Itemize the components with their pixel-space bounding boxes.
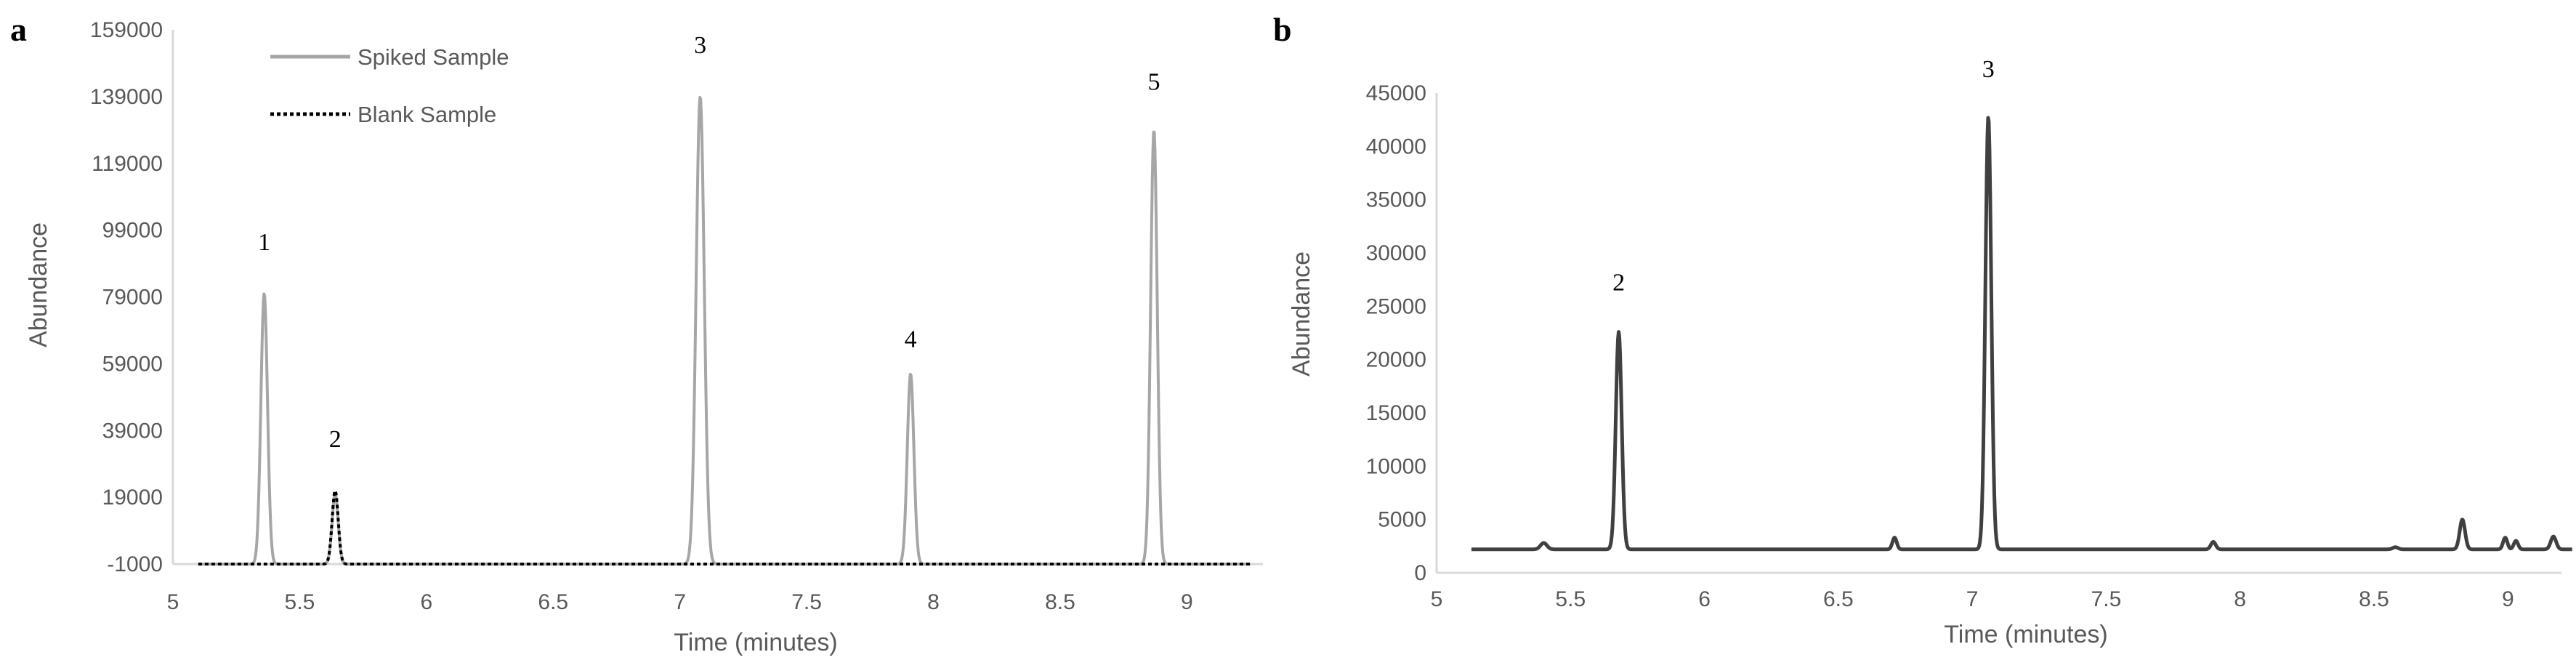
y-tick-label: 25000 (1366, 294, 1426, 318)
y-tick-label: 159000 (90, 18, 163, 42)
x-tick-label: 5.5 (285, 590, 315, 614)
series-line-blank-sample (197, 489, 1251, 566)
panel-b-y-tick-labels: 0 5000 10000 15000 20000 25000 30000 35000 40000… (1366, 81, 1426, 585)
y-tick-label: 0 (1414, 561, 1426, 585)
panel-b: b Abundance Time (minutes) 0 5000 10000 150… (1273, 11, 2574, 648)
panel-a-legend: Spiked Sample Blank Sample (270, 44, 509, 127)
y-tick-label: 59000 (102, 352, 163, 376)
x-tick-label: 6 (1698, 587, 1711, 611)
panel-b-axes (1435, 93, 2561, 574)
series-line-trace (1470, 116, 2574, 552)
panel-a-peak-labels: 1 2 3 4 5 (258, 32, 1160, 453)
x-tick-label: 8 (927, 590, 940, 614)
x-tick-label: 6.5 (1823, 587, 1854, 611)
x-tick-label: 7.5 (2091, 587, 2122, 611)
x-tick-label: 7.5 (791, 590, 822, 614)
x-tick-label: 5.5 (1555, 587, 1586, 611)
x-tick-label: 6.5 (538, 590, 568, 614)
peak-label: 3 (1982, 56, 1995, 83)
panel-a-y-axis-title: Abundance (25, 222, 52, 347)
x-tick-label: 9 (2502, 587, 2514, 611)
panel-a-y-tick-labels: -1000 19000 39000 59000 79000 99000 119000 1390… (90, 18, 163, 576)
y-tick-label: -1000 (107, 552, 163, 576)
x-tick-label: 8.5 (1045, 590, 1075, 614)
y-tick-label: 139000 (90, 85, 163, 109)
peak-label: 1 (258, 229, 270, 256)
y-tick-label: 10000 (1366, 454, 1426, 478)
panel-b-letter: b (1273, 11, 1292, 48)
y-tick-label: 99000 (102, 219, 163, 243)
x-tick-label: 5 (1431, 587, 1443, 611)
y-tick-label: 35000 (1366, 188, 1426, 212)
y-tick-label: 79000 (102, 286, 163, 310)
panel-a-axes (171, 30, 1263, 566)
x-tick-label: 8 (2234, 587, 2246, 611)
panel-a-x-axis-title: Time (minutes) (674, 629, 837, 656)
y-tick-label: 39000 (102, 419, 163, 443)
panel-a-x-tick-labels: 5 5.5 6 6.5 7 7.5 8 8.5 9 (167, 590, 1193, 614)
y-tick-label: 5000 (1378, 508, 1426, 532)
panel-a: a Abundance Time (minutes) -1000 19000 390… (10, 11, 1263, 656)
y-tick-label: 20000 (1366, 348, 1426, 372)
x-tick-label: 9 (1181, 590, 1193, 614)
x-tick-label: 5 (167, 590, 179, 614)
panel-b-series (1470, 116, 2574, 552)
series-line-spiked-sample (197, 96, 1251, 566)
peak-label: 2 (329, 426, 342, 453)
panel-a-letter: a (10, 11, 27, 48)
y-tick-label: 15000 (1366, 401, 1426, 425)
y-tick-label: 45000 (1366, 81, 1426, 105)
x-tick-label: 7 (1966, 587, 1979, 611)
panel-b-x-axis-title: Time (minutes) (1944, 621, 2107, 648)
legend-spiked-sample-label: Spiked Sample (358, 44, 509, 70)
y-tick-label: 19000 (102, 486, 163, 510)
y-tick-label: 40000 (1366, 134, 1426, 158)
panel-b-peak-labels: 23 (1612, 56, 1995, 296)
peak-label: 3 (694, 32, 706, 59)
x-tick-label: 7 (674, 590, 686, 614)
panel-b-y-axis-title: Abundance (1288, 251, 1315, 377)
y-tick-label: 119000 (92, 152, 163, 176)
peak-label: 4 (905, 326, 917, 353)
panel-a-series (197, 96, 1251, 566)
panel-b-x-tick-labels: 5 5.5 6 6.5 7 7.5 8 8.5 9 (1431, 587, 2514, 611)
peak-label: 5 (1148, 69, 1160, 96)
x-tick-label: 8.5 (2359, 587, 2389, 611)
x-tick-label: 6 (420, 590, 432, 614)
peak-label: 2 (1612, 269, 1625, 296)
y-tick-label: 30000 (1366, 241, 1426, 265)
legend-blank-sample-label: Blank Sample (358, 102, 496, 127)
